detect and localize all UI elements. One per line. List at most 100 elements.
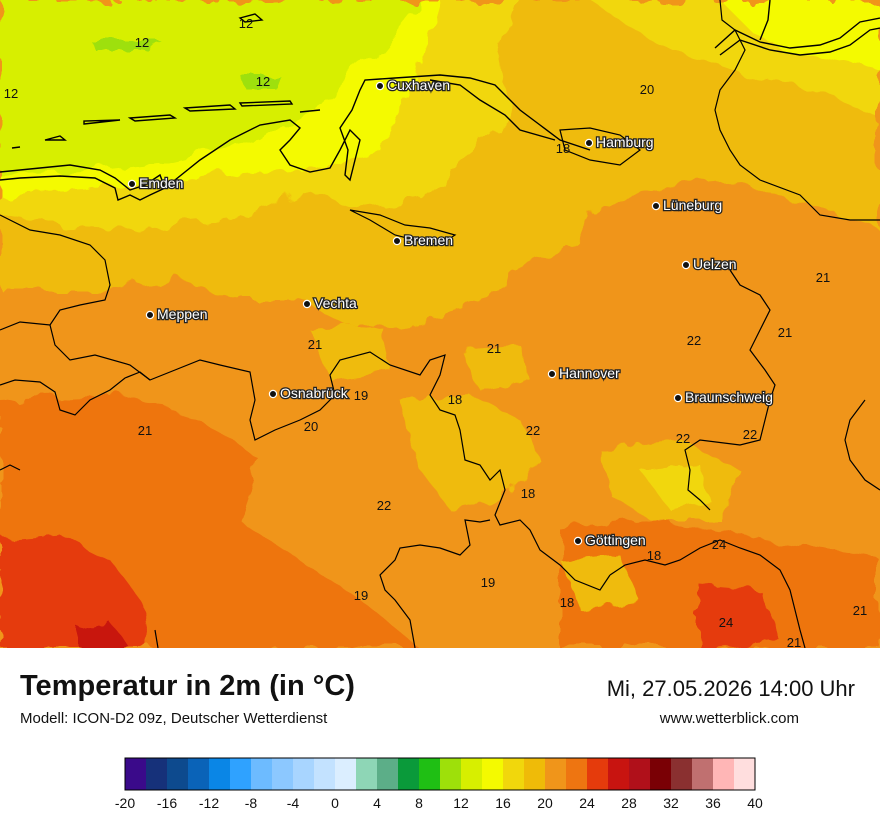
temperature-value-label: 20	[304, 419, 318, 434]
legend-color-box	[230, 758, 252, 790]
legend-tick-label: -20	[115, 795, 135, 811]
temperature-value-label: 22	[743, 427, 757, 442]
legend-color-box	[671, 758, 693, 790]
temperature-value-label: 20	[640, 82, 654, 97]
temperature-value-label: 12	[4, 86, 18, 101]
temperature-value-label: 18	[647, 548, 661, 563]
color-legend: -20 -16 -12 -8 -4 0 4 8 12 16 20 24 28 32 36 40	[115, 757, 763, 811]
temperature-value-label: 22	[676, 431, 690, 446]
legend-color-box	[335, 758, 357, 790]
legend-tick-label: 20	[537, 795, 553, 811]
temperature-value-label: 21	[778, 325, 792, 340]
legend-tick-label: 0	[331, 795, 339, 811]
legend-color-box	[608, 758, 630, 790]
legend-tick-label: -16	[157, 795, 177, 811]
city-dot	[392, 236, 402, 246]
legend-tick-label: 36	[705, 795, 721, 811]
temperature-value-label: 18	[521, 486, 535, 501]
city-label: Göttingen	[585, 532, 646, 548]
city-label: Braunschweig	[685, 389, 773, 405]
temperature-value-label: 21	[308, 337, 322, 352]
city-lueneburg: Lüneburg	[651, 196, 723, 214]
legend-tick-label: 32	[663, 795, 679, 811]
temperature-map: 12 12 12 12 20 18 21 22 21 21 19 18 21 22 22 20 21 22 22 18…	[0, 0, 880, 648]
temperature-value-label: 21	[853, 603, 867, 618]
city-dot	[145, 310, 155, 320]
state-border	[0, 214, 111, 331]
model-subtitle: Modell: ICON-D2 09z, Deutscher Wetterdie…	[20, 710, 328, 727]
temperature-value-label: 19	[354, 588, 368, 603]
city-dot	[547, 369, 557, 379]
city-dot	[681, 260, 691, 270]
city-hannover: Hannover	[547, 364, 621, 382]
city-label: Cuxhaven	[387, 77, 450, 93]
legend-color-box	[251, 758, 273, 790]
city-dot	[268, 389, 278, 399]
city-dot	[127, 179, 137, 189]
temperature-value-label: 22	[526, 423, 540, 438]
city-label: Emden	[139, 175, 183, 191]
city-goettingen: Göttingen	[573, 531, 647, 549]
city-cuxhaven: Cuxhaven	[375, 76, 451, 94]
city-emden: Emden	[127, 174, 185, 192]
city-osnabrueck: Osnabrück	[268, 384, 350, 402]
temperature-value-label: 24	[719, 615, 733, 630]
legend-color-box	[503, 758, 525, 790]
city-label: Bremen	[404, 232, 453, 248]
legend-tick-label: 4	[373, 795, 381, 811]
legend-color-box	[125, 758, 147, 790]
legend-color-box	[566, 758, 588, 790]
legend-color-box	[167, 758, 189, 790]
temperature-value-label: 18	[560, 595, 574, 610]
legend-color-box	[419, 758, 441, 790]
temperature-value-label: 19	[354, 388, 368, 403]
legend-color-box	[650, 758, 672, 790]
legend-color-box	[524, 758, 546, 790]
legend-color-box	[587, 758, 609, 790]
city-label: Vechta	[314, 295, 357, 311]
legend-tick-label: 28	[621, 795, 637, 811]
city-dot	[375, 81, 385, 91]
legend-tick-label: -4	[287, 795, 300, 811]
temperature-value-label: 21	[816, 270, 830, 285]
temperature-value-label: 12	[256, 74, 270, 89]
legend-tick-label: -8	[245, 795, 258, 811]
legend-color-box	[293, 758, 315, 790]
temperature-value-label: 22	[687, 333, 701, 348]
legend-tick-label: -12	[199, 795, 219, 811]
legend-color-box	[461, 758, 483, 790]
city-label: Hamburg	[596, 134, 654, 150]
website-link[interactable]: www.wetterblick.com	[659, 710, 799, 727]
temperature-value-label: 21	[138, 423, 152, 438]
temperature-value-label: 24	[712, 537, 726, 552]
temperature-value-label: 12	[135, 35, 149, 50]
temperature-value-label: 18	[448, 392, 462, 407]
temperature-value-label: 21	[787, 635, 801, 648]
legend-color-box	[146, 758, 168, 790]
legend-color-box	[734, 758, 756, 790]
legend-tick-label: 12	[453, 795, 469, 811]
legend-color-box	[356, 758, 378, 790]
legend-color-box	[692, 758, 714, 790]
legend-color-box	[398, 758, 420, 790]
city-meppen: Meppen	[145, 305, 209, 323]
legend-frame	[124, 757, 756, 791]
city-dot	[651, 201, 661, 211]
city-dot	[302, 299, 312, 309]
city-label: Osnabrück	[280, 385, 349, 401]
legend-color-box	[629, 758, 651, 790]
legend-color-box	[272, 758, 294, 790]
city-braunschweig: Braunschweig	[673, 388, 774, 406]
legend-tick-label: 16	[495, 795, 511, 811]
legend-color-box	[314, 758, 336, 790]
city-hamburg: Hamburg	[584, 133, 655, 151]
legend-color-box	[209, 758, 231, 790]
legend-tick-label: 40	[747, 795, 763, 811]
temperature-value-label: 18	[556, 141, 570, 156]
temperature-value-label: 22	[377, 498, 391, 513]
coastline	[0, 164, 166, 201]
city-label: Lüneburg	[663, 197, 722, 213]
temperature-value-label: 21	[487, 341, 501, 356]
city-dot	[584, 138, 594, 148]
city-label: Uelzen	[693, 256, 737, 272]
